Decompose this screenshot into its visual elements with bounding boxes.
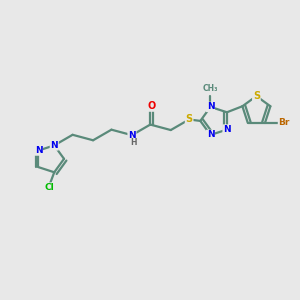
Text: Br: Br: [278, 118, 290, 127]
Text: N: N: [34, 146, 42, 155]
Text: S: S: [253, 91, 260, 101]
Text: CH₃: CH₃: [203, 84, 218, 93]
Text: O: O: [148, 101, 156, 111]
Text: N: N: [128, 131, 136, 140]
Text: Cl: Cl: [45, 183, 55, 192]
Text: N: N: [207, 130, 214, 140]
Text: S: S: [186, 115, 193, 124]
Text: N: N: [50, 141, 58, 150]
Text: H: H: [130, 138, 137, 147]
Text: N: N: [223, 125, 231, 134]
Text: N: N: [207, 102, 214, 111]
